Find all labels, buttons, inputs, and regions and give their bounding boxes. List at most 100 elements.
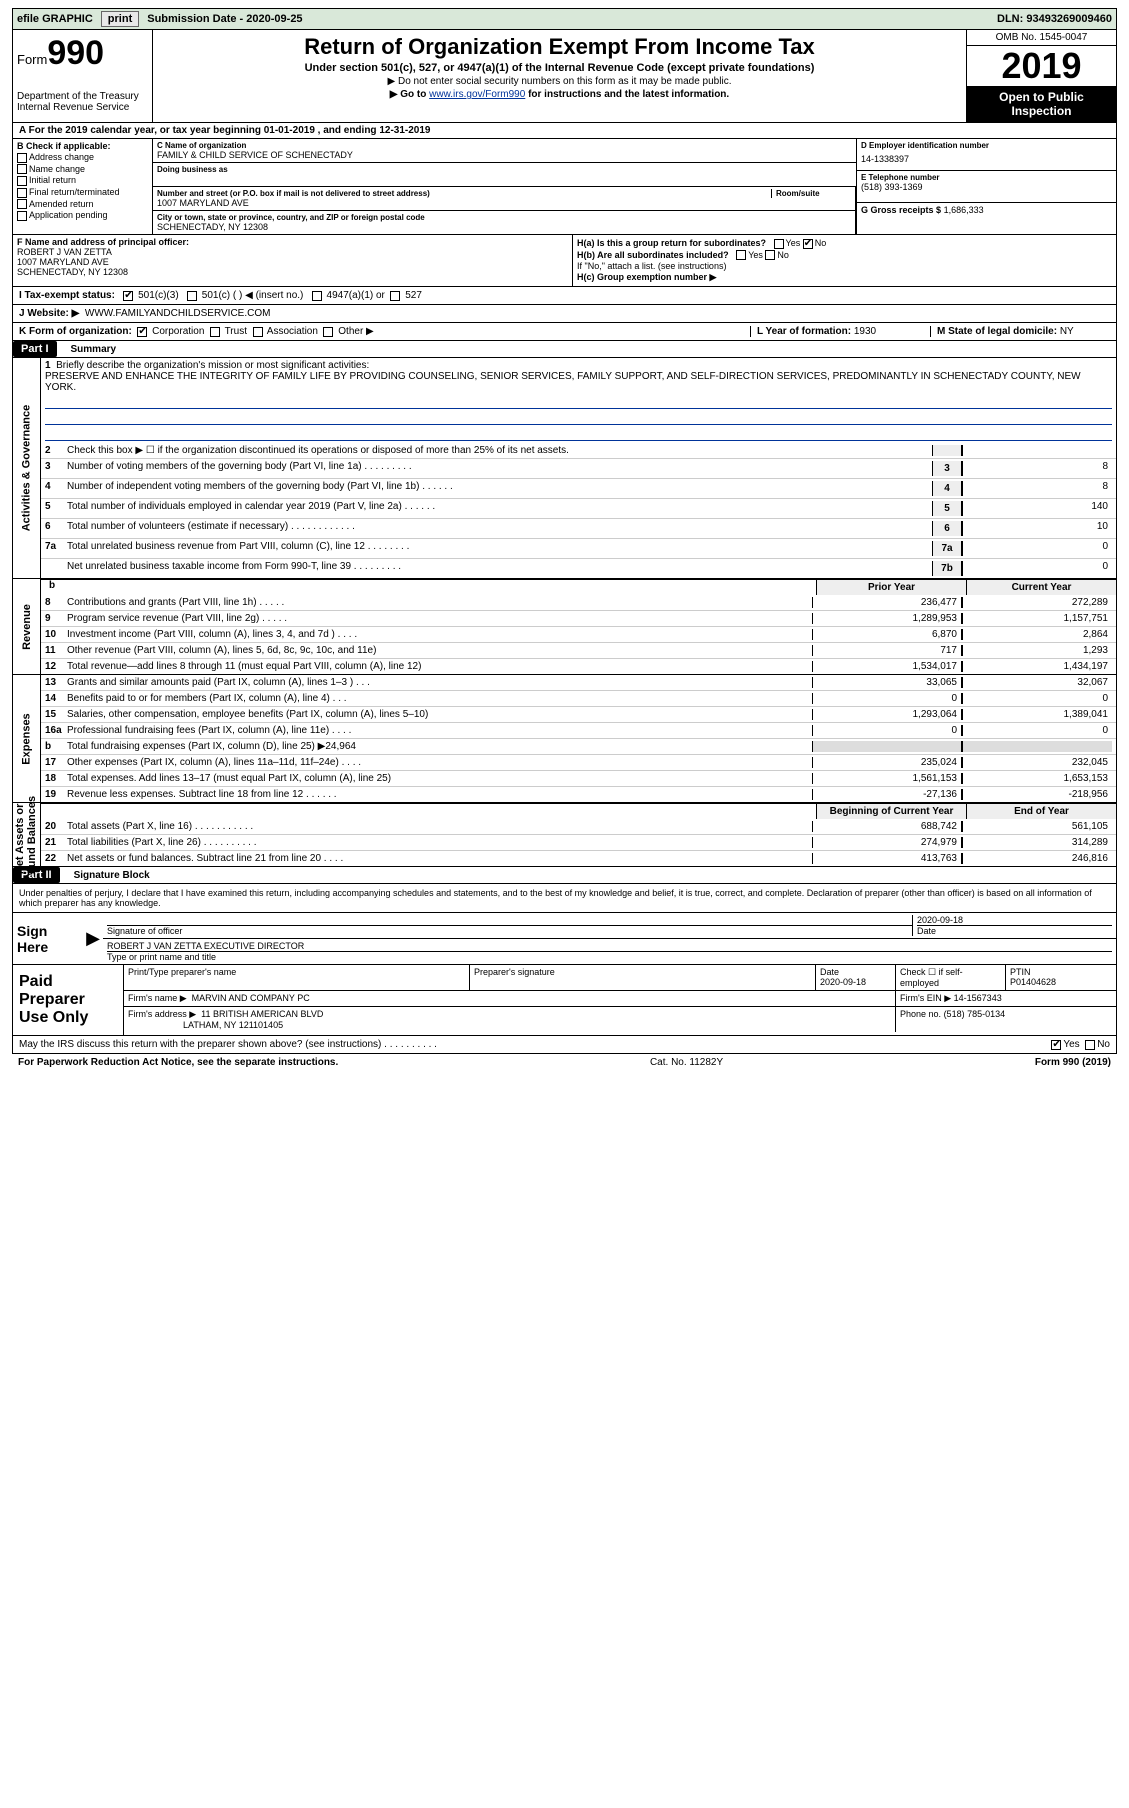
perjury-statement: Under penalties of perjury, I declare th… xyxy=(12,884,1117,913)
header-left: Form990 Department of the Treasury Inter… xyxy=(13,30,153,122)
footer-right: Form 990 (2019) xyxy=(1035,1057,1111,1068)
dln: DLN: 93493269009460 xyxy=(997,13,1112,25)
gross-receipts-cell: G Gross receipts $ 1,686,333 xyxy=(857,203,1116,234)
mission-block: 1 Briefly describe the organization's mi… xyxy=(41,358,1116,443)
line-18: 18Total expenses. Add lines 13–17 (must … xyxy=(41,770,1116,786)
revenue-section: Revenue b Prior Year Current Year 8Contr… xyxy=(12,579,1117,675)
footer: For Paperwork Reduction Act Notice, see … xyxy=(12,1054,1117,1071)
city-cell: City or town, state or province, country… xyxy=(153,211,855,234)
line-2: 2Check this box ▶ ☐ if the organization … xyxy=(41,443,1116,458)
cb-application-pending[interactable]: Application pending xyxy=(17,210,148,221)
box-l: L Year of formation: 1930 xyxy=(750,326,930,337)
form-title: Return of Organization Exempt From Incom… xyxy=(159,34,960,60)
sign-arrow-icon: ▶ xyxy=(83,913,103,964)
box-f: F Name and address of principal officer:… xyxy=(13,235,573,286)
na-header: Beginning of Current Year End of Year xyxy=(41,803,1116,819)
cb-final-return[interactable]: Final return/terminated xyxy=(17,187,148,198)
open-to-public: Open to Public Inspection xyxy=(967,86,1116,122)
line-16a: 16aProfessional fundraising fees (Part I… xyxy=(41,722,1116,738)
line-13: 13Grants and similar amounts paid (Part … xyxy=(41,675,1116,690)
discuss-row: May the IRS discuss this return with the… xyxy=(12,1036,1117,1054)
period-row: A For the 2019 calendar year, or tax yea… xyxy=(12,123,1117,139)
line-11: 11Other revenue (Part VIII, column (A), … xyxy=(41,642,1116,658)
cb-initial-return[interactable]: Initial return xyxy=(17,175,148,186)
line-14: 14Benefits paid to or for members (Part … xyxy=(41,690,1116,706)
meta-section: B Check if applicable: Address change Na… xyxy=(12,139,1117,235)
box-b: B Check if applicable: Address change Na… xyxy=(13,139,153,234)
omb-number: OMB No. 1545-0047 xyxy=(967,30,1116,46)
print-button[interactable]: print xyxy=(101,11,139,27)
box-m: M State of legal domicile: NY xyxy=(930,326,1110,337)
preparer-row-3: Firm's address ▶ 11 BRITISH AMERICAN BLV… xyxy=(124,1007,1116,1032)
line-7b: Net unrelated business taxable income fr… xyxy=(41,558,1116,578)
box-h: H(a) Is this a group return for subordin… xyxy=(573,235,1116,286)
korg-row: K Form of organization: Corporation Trus… xyxy=(12,323,1117,341)
submission-date: Submission Date - 2020-09-25 xyxy=(147,13,302,25)
part2-header: Part II Signature Block xyxy=(12,867,1117,884)
header-middle: Return of Organization Exempt From Incom… xyxy=(153,30,966,122)
cb-amended-return[interactable]: Amended return xyxy=(17,199,148,210)
line-9: 9Program service revenue (Part VIII, lin… xyxy=(41,610,1116,626)
officer-signature-line: Signature of officer 2020-09-18Date xyxy=(103,913,1116,939)
street-cell: Number and street (or P.O. box if mail i… xyxy=(153,187,855,211)
efile-label: efile GRAPHIC xyxy=(17,13,93,25)
tax-exempt-row: I Tax-exempt status: 501(c)(3) 501(c) ( … xyxy=(12,287,1117,305)
side-revenue: Revenue xyxy=(13,579,41,674)
box-b-header: B Check if applicable: xyxy=(17,141,148,151)
expenses-section: Expenses 13Grants and similar amounts pa… xyxy=(12,675,1117,803)
line-15: 15Salaries, other compensation, employee… xyxy=(41,706,1116,722)
sign-here-block: Sign Here ▶ Signature of officer 2020-09… xyxy=(12,913,1117,965)
line-12: 12Total revenue—add lines 8 through 11 (… xyxy=(41,658,1116,674)
side-expenses: Expenses xyxy=(13,675,41,802)
line-7a: 7aTotal unrelated business revenue from … xyxy=(41,538,1116,558)
line-6: 6Total number of volunteers (estimate if… xyxy=(41,518,1116,538)
form-header: Form990 Department of the Treasury Inter… xyxy=(12,30,1117,123)
preparer-row-1: Print/Type preparer's name Preparer's si… xyxy=(124,965,1116,991)
line-8: 8Contributions and grants (Part VIII, li… xyxy=(41,595,1116,610)
line-21: 21Total liabilities (Part X, line 26) . … xyxy=(41,834,1116,850)
instructions-link[interactable]: www.irs.gov/Form990 xyxy=(429,89,525,100)
footer-left: For Paperwork Reduction Act Notice, see … xyxy=(18,1057,338,1068)
line-4: 4Number of independent voting members of… xyxy=(41,478,1116,498)
officer-name-line: ROBERT J VAN ZETTA EXECUTIVE DIRECTORTyp… xyxy=(103,939,1116,964)
officer-group-row: F Name and address of principal officer:… xyxy=(12,235,1117,287)
ein-cell: D Employer identification number 14-1338… xyxy=(857,139,1116,171)
line-5: 5Total number of individuals employed in… xyxy=(41,498,1116,518)
box-k: K Form of organization: Corporation Trus… xyxy=(19,326,750,337)
box-d-e-g: D Employer identification number 14-1338… xyxy=(856,139,1116,234)
tax-year: 2019 xyxy=(967,46,1116,86)
preparer-row-2: Firm's name ▶ MARVIN AND COMPANY PC Firm… xyxy=(124,991,1116,1007)
website-row: J Website: ▶ WWW.FAMILYANDCHILDSERVICE.C… xyxy=(12,305,1117,323)
line-3: 3Number of voting members of the governi… xyxy=(41,458,1116,478)
part1-header: Part I Summary xyxy=(12,341,1117,358)
net-assets-section: Net Assets orFund Balances Beginning of … xyxy=(12,803,1117,867)
header-right: OMB No. 1545-0047 2019 Open to Public In… xyxy=(966,30,1116,122)
note-link: ▶ Go to www.irs.gov/Form990 for instruct… xyxy=(159,89,960,100)
form-subtitle: Under section 501(c), 527, or 4947(a)(1)… xyxy=(159,62,960,74)
form-number: Form990 xyxy=(17,34,148,73)
line-b: bTotal fundraising expenses (Part IX, co… xyxy=(41,738,1116,754)
side-net-assets: Net Assets orFund Balances xyxy=(13,803,41,866)
line-19: 19Revenue less expenses. Subtract line 1… xyxy=(41,786,1116,802)
cb-name-change[interactable]: Name change xyxy=(17,164,148,175)
org-name-cell: C Name of organization FAMILY & CHILD SE… xyxy=(153,139,856,163)
line-17: 17Other expenses (Part IX, column (A), l… xyxy=(41,754,1116,770)
paid-preparer-label: Paid Preparer Use Only xyxy=(13,965,123,1035)
form-990-page: efile GRAPHIC print Submission Date - 20… xyxy=(0,0,1129,1083)
footer-cat: Cat. No. 11282Y xyxy=(338,1057,1035,1068)
top-bar: efile GRAPHIC print Submission Date - 20… xyxy=(12,8,1117,30)
activities-governance-section: Activities & Governance 1 Briefly descri… xyxy=(12,358,1117,579)
line-10: 10Investment income (Part VIII, column (… xyxy=(41,626,1116,642)
note-ssn: ▶ Do not enter social security numbers o… xyxy=(159,76,960,87)
box-c: C Name of organization FAMILY & CHILD SE… xyxy=(153,139,856,234)
dept-label: Department of the Treasury Internal Reve… xyxy=(17,91,148,113)
cb-address-change[interactable]: Address change xyxy=(17,152,148,163)
paid-preparer-block: Paid Preparer Use Only Print/Type prepar… xyxy=(12,965,1117,1036)
pycy-header: b Prior Year Current Year xyxy=(41,579,1116,595)
side-activities: Activities & Governance xyxy=(13,358,41,578)
line-20: 20Total assets (Part X, line 16) . . . .… xyxy=(41,819,1116,834)
sign-here-label: Sign Here xyxy=(13,913,83,964)
phone-cell: E Telephone number (518) 393-1369 xyxy=(857,171,1116,203)
address-row: Number and street (or P.O. box if mail i… xyxy=(153,187,856,234)
line-22: 22Net assets or fund balances. Subtract … xyxy=(41,850,1116,866)
